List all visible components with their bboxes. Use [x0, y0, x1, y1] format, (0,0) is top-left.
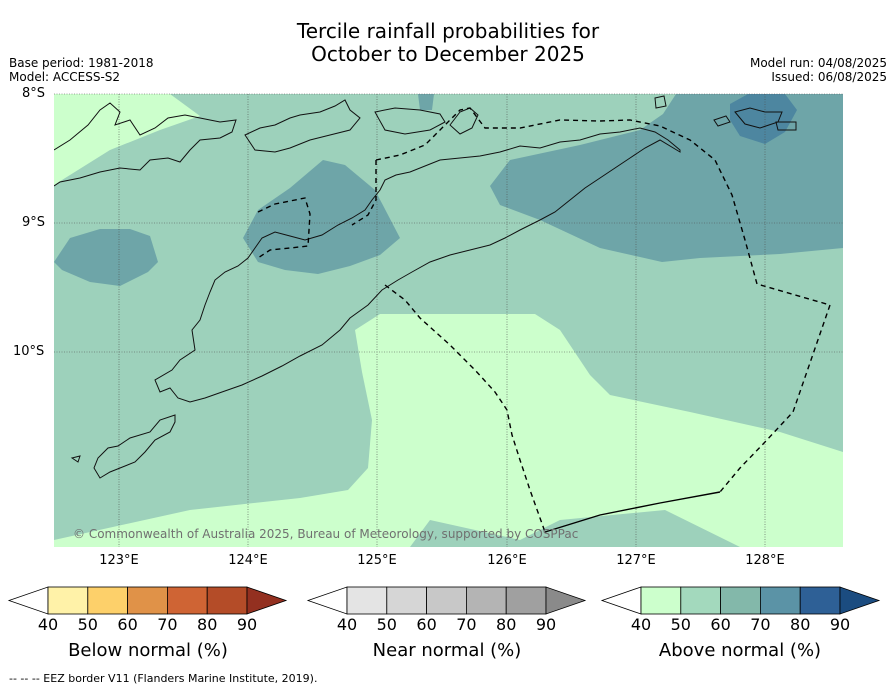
colorbar-below-tick: 50 [77, 615, 98, 634]
coastline-wetar [449, 107, 479, 135]
lat-label-8s: 8°S [22, 86, 46, 101]
lon-label-128e: 128°E [745, 553, 785, 568]
eez-border-timor-sea [351, 160, 377, 226]
colorbar-below-tick: 60 [117, 615, 138, 634]
coastlines [54, 95, 797, 479]
coastline-north-islet [654, 95, 667, 109]
model-name: Model: ACCESS-S2 [9, 70, 121, 84]
copyright-notice: © Commonwealth of Australia 2025, Bureau… [73, 527, 579, 541]
probability-field [54, 94, 843, 547]
eez-border-west-enclave [257, 197, 311, 259]
coastline-romang [734, 107, 783, 129]
eez-border-south-solid [544, 491, 721, 533]
region-above-60-70-north-spot [418, 94, 434, 110]
colorbar-above-segment [799, 586, 841, 615]
colorbar-near-segment [386, 586, 427, 615]
colorbar-near-segment [346, 586, 388, 615]
coastline-semau [70, 455, 81, 463]
meta-right: Model run: 04/08/2025 Issued: 06/08/2025 [750, 56, 887, 84]
base-period: Base period: 1981-2018 [9, 56, 154, 70]
colorbar-title-above: Above normal (%) [658, 640, 822, 661]
issued-date: Issued: 06/08/2025 [771, 70, 887, 84]
lon-label-125e: 125°E [357, 553, 397, 568]
colorbar-below-tick: 90 [236, 615, 258, 634]
colorbar-above-normal [600, 586, 881, 615]
colorbar-below-over-triangle [246, 586, 288, 615]
lon-label-126e: 126°E [487, 553, 527, 568]
colorbar-above-tick: 80 [790, 615, 811, 634]
coastline-alor [374, 107, 446, 135]
colorbar-above-tick: 40 [630, 615, 652, 634]
lon-label-127e: 127°E [616, 553, 656, 568]
coastline-islet-east [775, 121, 797, 131]
colorbar-near-normal [306, 586, 587, 615]
colorbar-near-tick: 90 [535, 615, 557, 634]
region-above-60-70-west [54, 229, 158, 286]
coastline-flores [54, 102, 237, 187]
meta-left: Base period: 1981-2018 Model: ACCESS-S2 [9, 56, 154, 84]
colorbar-below-segment [166, 586, 208, 615]
colorbar-near-segment [505, 586, 547, 615]
coastline-islet-west [713, 115, 731, 127]
gridlines [54, 93, 843, 547]
colorbar-above-segment [720, 586, 761, 615]
colorbar-title-below: Below normal (%) [68, 640, 228, 661]
colorbar-below-tick: 40 [37, 615, 59, 634]
coastline-rote [93, 414, 176, 479]
eez-border-solid-segment [544, 491, 721, 533]
colorbar-below-tick: 70 [157, 615, 178, 634]
coastline-solor-islands [244, 99, 361, 153]
colorbar-above-under-triangle [600, 586, 642, 615]
colorbars-svg [7, 586, 881, 615]
colorbar-below-segment [206, 586, 248, 615]
colorbar-below-tick: 80 [197, 615, 218, 634]
colorbar-below-under-triangle [7, 586, 49, 615]
colorbar-near-tick: 40 [336, 615, 358, 634]
eez-border-south [384, 284, 546, 533]
colorbar-near-under-triangle [306, 586, 348, 615]
lat-label-9s: 9°S [22, 215, 46, 230]
chart-title: Tercile rainfall probabilities for Octob… [0, 20, 896, 66]
model-run: Model run: 04/08/2025 [749, 56, 887, 70]
colorbar-near-over-triangle [545, 586, 587, 615]
eez-borders [257, 107, 831, 533]
colorbar-above-tick: 90 [829, 615, 851, 634]
region-above-70-80 [730, 94, 797, 144]
colorbar-below-segment [87, 586, 129, 615]
lon-label-124e: 124°E [228, 553, 268, 568]
colorbar-near-tick: 50 [376, 615, 397, 634]
colorbar-above-segment [760, 586, 801, 615]
lon-label-123e: 123°E [99, 553, 139, 568]
colorbar-title-near: Near normal (%) [372, 640, 522, 661]
colorbar-below-segment [127, 586, 168, 615]
colorbar-near-segment [465, 586, 507, 615]
title-line-2: October to December 2025 [311, 42, 585, 66]
eez-border-north [375, 107, 831, 493]
lat-label-10s: 10°S [13, 344, 45, 359]
colorbar-above-tick: 60 [710, 615, 731, 634]
coastline-timor [154, 127, 681, 403]
colorbar-below-normal [7, 586, 288, 615]
colorbar-above-over-triangle [839, 586, 881, 615]
colorbar-above-segment [680, 586, 721, 615]
colorbar-near-tick: 60 [416, 615, 437, 634]
colorbar-above-tick: 70 [750, 615, 771, 634]
region-above-60-70-central [243, 160, 400, 274]
eez-footnote: -- -- -- EEZ border V11 (Flanders Marine… [9, 672, 318, 685]
title-line-1: Tercile rainfall probabilities for [296, 19, 600, 43]
colorbar-near-tick: 80 [496, 615, 517, 634]
region-above-40-50-south [54, 314, 843, 547]
colorbar-near-tick: 70 [456, 615, 477, 634]
colorbar-above-tick: 50 [670, 615, 691, 634]
colorbar-below-segment [47, 586, 89, 615]
colorbar-above-segment [640, 586, 682, 615]
region-above-40-50-northwest [54, 94, 200, 185]
colorbar-near-segment [426, 586, 467, 615]
